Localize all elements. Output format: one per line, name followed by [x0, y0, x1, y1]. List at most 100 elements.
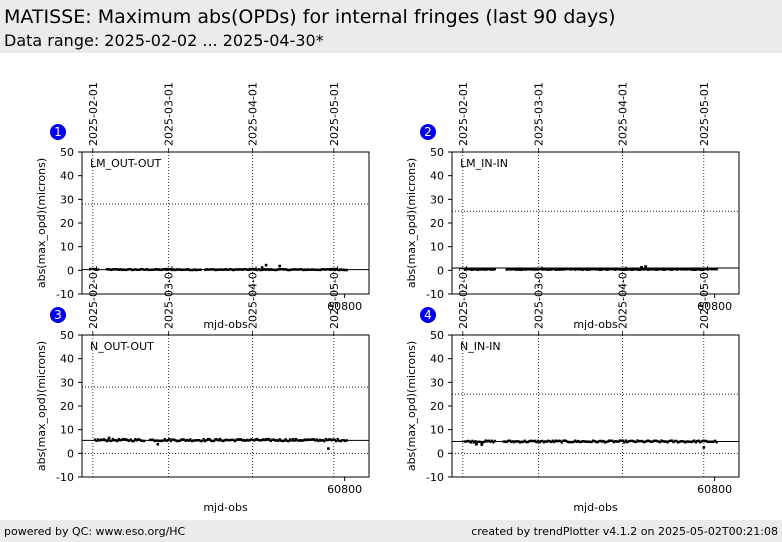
data-point — [502, 440, 505, 443]
date-tick-label: 2025-04-01 — [617, 265, 630, 329]
data-point — [569, 268, 572, 271]
data-point — [481, 267, 485, 271]
data-point — [581, 268, 584, 271]
data-point — [654, 268, 657, 271]
data-point — [210, 439, 213, 442]
panel-number-badge — [420, 124, 436, 140]
data-point — [609, 267, 613, 271]
data-point — [629, 268, 632, 271]
data-point — [623, 268, 626, 271]
data-point — [660, 267, 663, 271]
data-point — [577, 268, 580, 271]
data-point — [132, 439, 135, 443]
date-tick-label: 2025-05-01 — [328, 82, 341, 146]
data-point — [123, 438, 126, 441]
data-point — [195, 268, 198, 272]
panel-label: LM_OUT-OUT — [90, 157, 162, 170]
data-point — [327, 268, 330, 271]
data-point — [518, 441, 522, 444]
data-point — [241, 268, 244, 271]
data-point — [580, 440, 583, 444]
data-point — [195, 439, 198, 442]
data-point — [490, 268, 493, 271]
data-point — [153, 439, 156, 443]
data-point — [156, 443, 160, 446]
data-point — [148, 268, 152, 272]
data-point — [472, 268, 476, 271]
data-point — [556, 268, 559, 271]
data-point — [327, 438, 330, 441]
data-point — [523, 439, 526, 442]
data-point — [108, 439, 112, 443]
data-point — [314, 268, 317, 271]
data-point — [125, 438, 128, 441]
data-point — [475, 443, 478, 446]
data-point — [608, 439, 611, 442]
data-point — [632, 268, 635, 271]
data-point — [247, 268, 250, 272]
data-point — [641, 439, 644, 443]
data-point — [670, 268, 674, 271]
data-point — [230, 438, 234, 441]
data-point — [468, 268, 471, 271]
data-point — [244, 268, 247, 271]
data-point — [487, 267, 490, 271]
data-point — [251, 438, 254, 442]
data-point — [153, 268, 156, 271]
data-point — [309, 438, 313, 441]
data-point — [645, 439, 648, 443]
data-point — [532, 268, 535, 271]
data-point — [226, 268, 229, 272]
date-tick-label: 2025-02-01 — [87, 265, 100, 329]
data-point — [517, 440, 520, 443]
data-point — [116, 439, 119, 443]
data-point — [675, 268, 678, 271]
data-point — [288, 268, 292, 272]
data-point — [603, 267, 607, 271]
y-tick-label: 50 — [430, 329, 444, 342]
data-point — [260, 439, 263, 442]
data-point — [171, 268, 174, 272]
x-axis-label: mjd-obs — [573, 318, 618, 331]
y-tick-label: 50 — [430, 146, 444, 159]
data-point — [507, 268, 510, 271]
data-point — [693, 268, 696, 271]
data-point — [196, 439, 199, 442]
data-point — [627, 440, 630, 443]
data-point — [256, 268, 259, 272]
data-point — [578, 268, 581, 271]
data-point — [651, 440, 654, 443]
data-point — [715, 268, 718, 271]
data-point — [626, 268, 629, 271]
data-point — [218, 437, 222, 441]
data-point — [682, 440, 686, 443]
data-point — [574, 439, 577, 442]
data-point — [514, 440, 517, 443]
data-point — [266, 437, 269, 441]
data-point — [551, 267, 555, 271]
data-point — [469, 268, 473, 271]
data-point — [687, 268, 690, 271]
data-point — [259, 268, 262, 272]
data-point — [512, 440, 516, 444]
data-point — [672, 268, 675, 271]
data-point — [154, 439, 158, 442]
data-point — [344, 439, 347, 443]
data-point — [651, 268, 654, 271]
data-point — [290, 439, 293, 442]
data-point — [508, 439, 511, 442]
data-point — [345, 439, 348, 442]
x-axis-label: mjd-obs — [203, 501, 248, 514]
data-point — [572, 267, 575, 271]
data-point — [160, 439, 164, 443]
data-point — [263, 268, 266, 271]
data-point — [597, 268, 601, 271]
data-point — [658, 268, 662, 271]
data-point — [324, 268, 327, 271]
data-point — [151, 438, 155, 441]
data-point — [657, 440, 660, 443]
data-point — [285, 439, 289, 442]
data-point — [302, 439, 305, 442]
data-point — [644, 268, 647, 271]
data-point — [548, 440, 552, 443]
